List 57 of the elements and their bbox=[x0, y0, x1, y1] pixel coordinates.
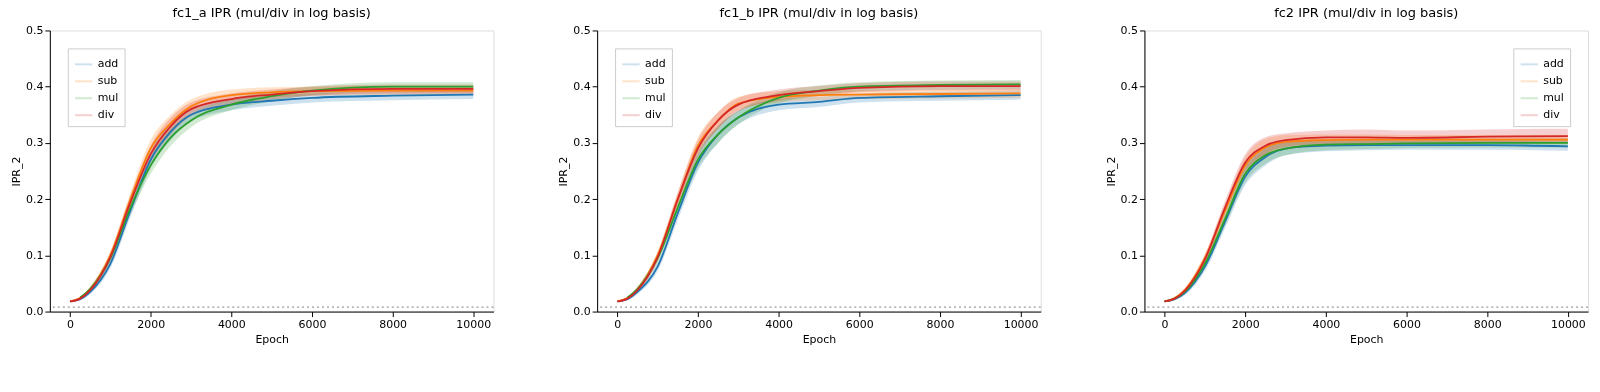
y-tick-label: 0.2 bbox=[25, 192, 44, 206]
y-axis-title: IPR_2 bbox=[557, 156, 571, 187]
x-tick-label: 2000 bbox=[684, 318, 713, 332]
x-tick-label: 10000 bbox=[456, 318, 492, 332]
y-tick-label: 0.3 bbox=[1120, 136, 1138, 150]
y-tick-label: 0.2 bbox=[1120, 192, 1138, 206]
y-tick-label: 0.4 bbox=[573, 80, 591, 94]
x-tick-label: 8000 bbox=[926, 318, 955, 332]
y-tick-label: 0.0 bbox=[573, 305, 591, 319]
x-tick-label: 8000 bbox=[1473, 318, 1502, 332]
y-tick-label: 0.3 bbox=[25, 136, 44, 150]
y-tick-label: 0.3 bbox=[573, 136, 591, 150]
y-tick-label: 0.0 bbox=[25, 305, 44, 319]
legend-label: div bbox=[644, 108, 662, 122]
x-tick-label: 4000 bbox=[765, 318, 794, 332]
y-tick-label: 0.2 bbox=[573, 192, 591, 206]
x-axis-title: Epoch bbox=[802, 332, 837, 346]
x-tick-label: 6000 bbox=[1393, 318, 1422, 332]
chart-title: fc2 IPR (mul/div in log basis) bbox=[1274, 5, 1459, 21]
y-tick-label: 0.4 bbox=[25, 80, 44, 94]
legend-label: add bbox=[644, 57, 666, 71]
legend-label: sub bbox=[97, 74, 118, 88]
legend-label: mul bbox=[1543, 91, 1564, 105]
legend-label: sub bbox=[1543, 74, 1563, 88]
x-tick-label: 10000 bbox=[1003, 318, 1039, 332]
y-tick-label: 0.1 bbox=[25, 248, 44, 262]
x-tick-label: 8000 bbox=[379, 318, 408, 332]
legend-label: sub bbox=[644, 74, 665, 88]
legend-label: mul bbox=[97, 91, 119, 105]
legend-label: add bbox=[97, 57, 119, 71]
y-tick-label: 0.5 bbox=[1120, 23, 1138, 37]
legend-label: div bbox=[1543, 108, 1561, 122]
legend-label: div bbox=[97, 108, 115, 122]
x-tick-label: 2000 bbox=[1231, 318, 1260, 332]
y-tick-label: 0.1 bbox=[1120, 248, 1138, 262]
x-tick-label: 6000 bbox=[845, 318, 874, 332]
chart-title: fc1_b IPR (mul/div in log basis) bbox=[719, 5, 919, 21]
y-axis-title: IPR_2 bbox=[9, 156, 23, 187]
y-tick-label: 0.5 bbox=[25, 23, 44, 37]
x-tick-label: 0 bbox=[67, 318, 75, 332]
y-tick-label: 0.5 bbox=[573, 23, 591, 37]
x-axis-title: Epoch bbox=[1349, 332, 1384, 346]
legend-label: add bbox=[1543, 57, 1564, 71]
x-tick-label: 4000 bbox=[1312, 318, 1341, 332]
x-tick-label: 2000 bbox=[137, 318, 166, 332]
x-tick-label: 6000 bbox=[298, 318, 327, 332]
x-tick-label: 10000 bbox=[1550, 318, 1586, 332]
y-tick-label: 0.0 bbox=[1120, 305, 1138, 319]
x-axis-title: Epoch bbox=[255, 332, 289, 346]
x-tick-label: 0 bbox=[1161, 318, 1169, 332]
x-tick-label: 4000 bbox=[217, 318, 246, 332]
y-tick-label: 0.1 bbox=[573, 248, 591, 262]
legend-label: mul bbox=[644, 91, 666, 105]
chart-title: fc1_a IPR (mul/div in log basis) bbox=[172, 5, 371, 21]
y-axis-title: IPR_2 bbox=[1104, 156, 1118, 187]
x-tick-label: 0 bbox=[614, 318, 622, 332]
y-tick-label: 0.4 bbox=[1120, 80, 1138, 94]
